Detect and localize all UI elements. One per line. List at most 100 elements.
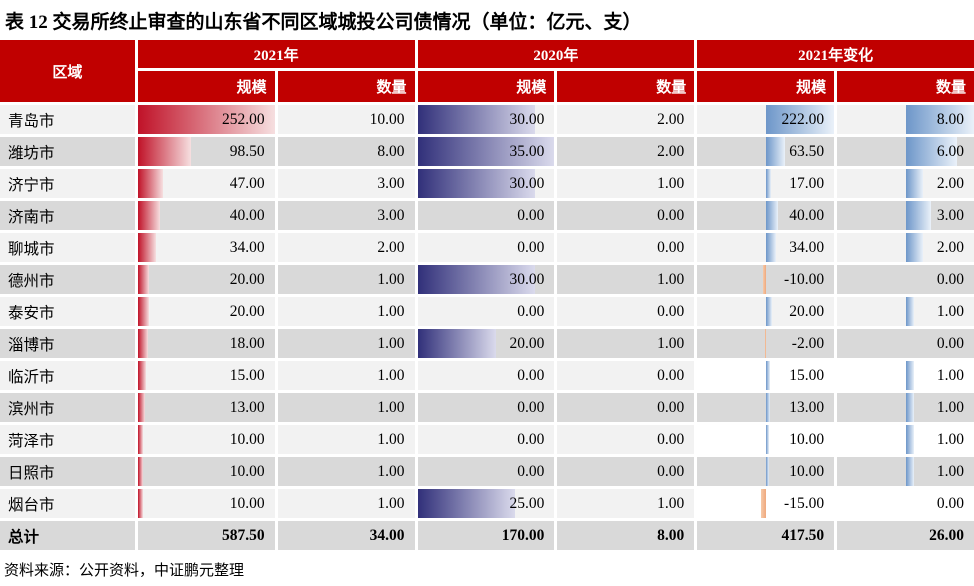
cell-2020-count: 0.00 [557, 297, 695, 326]
cell-2020-scale: 30.00 [417, 265, 555, 294]
cell-change-count: 0.00 [837, 489, 974, 518]
cell-change-count: 6.00 [837, 137, 974, 166]
cell-region: 泰安市 [0, 297, 135, 326]
cell-region: 济南市 [0, 201, 135, 230]
cell-change-scale: -15.00 [697, 489, 835, 518]
change-scale-bar [762, 265, 766, 294]
cell-2021-scale: 40.00 [137, 201, 275, 230]
cell-2020-scale: 0.00 [417, 361, 555, 390]
col-header-change-count: 数量 [837, 71, 974, 102]
cell-2020-scale: 0.00 [417, 393, 555, 422]
cell-change-scale: 10.00 [697, 425, 835, 454]
scale-2021-bar [137, 265, 149, 294]
table-row: 日照市 10.00 1.00 0.00 0.00 10.00 1.00 [0, 457, 974, 486]
cell-2020-count: 1.00 [557, 329, 695, 358]
table-title: 表 12 交易所终止审查的山东省不同区域城投公司债情况（单位：亿元、支） [5, 12, 642, 33]
table-row: 聊城市 34.00 2.00 0.00 0.00 34.00 2.00 [0, 233, 974, 262]
cell-change-count: 3.00 [837, 201, 974, 230]
change-scale-bar [765, 361, 771, 390]
change-scale-bar [765, 105, 835, 134]
scale-2021-bar [137, 329, 148, 358]
cell-region: 烟台市 [0, 489, 135, 518]
cell-2020-scale: 0.00 [417, 233, 555, 262]
cell-2021-count: 10.00 [277, 105, 415, 134]
scale-2021-bar [137, 105, 275, 134]
cell-total-change-count: 26.00 [837, 521, 974, 550]
scale-2021-bar [137, 137, 192, 166]
cell-change-scale: 40.00 [697, 201, 835, 230]
change-count-bar [905, 105, 974, 134]
col-header-2021-count: 数量 [277, 71, 415, 102]
cell-total-label: 总计 [0, 521, 135, 550]
cell-change-count: 2.00 [837, 233, 974, 262]
cell-change-scale: -2.00 [697, 329, 835, 358]
change-count-bar [905, 137, 957, 166]
col-group-2021-change: 2021年变化 [697, 40, 974, 68]
cell-2021-count: 1.00 [277, 489, 415, 518]
table-header: 区域 2021年 2020年 2021年变化 规模 数量 规模 数量 规模 数量 [0, 40, 974, 102]
change-count-bar [905, 201, 932, 230]
cell-change-scale: 15.00 [697, 361, 835, 390]
change-count-bar [905, 425, 915, 454]
scale-2021-bar [137, 201, 160, 230]
table-row: 济宁市 47.00 3.00 30.00 1.00 17.00 2.00 [0, 169, 974, 198]
cell-2020-scale: 35.00 [417, 137, 555, 166]
cell-2021-scale: 10.00 [137, 457, 275, 486]
table-row: 青岛市 252.00 10.00 30.00 2.00 222.00 8.00 [0, 105, 974, 134]
cell-change-scale: -10.00 [697, 265, 835, 294]
cell-change-count: 0.00 [837, 265, 974, 294]
scale-2020-bar [417, 329, 496, 358]
cell-2020-count: 0.00 [557, 425, 695, 454]
change-count-bar [905, 169, 923, 198]
cell-region: 菏泽市 [0, 425, 135, 454]
header-group-row: 区域 2021年 2020年 2021年变化 [0, 40, 974, 102]
cell-2020-count: 1.00 [557, 265, 695, 294]
cell-region: 滨州市 [0, 393, 135, 422]
cell-2020-count: 1.00 [557, 489, 695, 518]
cell-2021-scale: 98.50 [137, 137, 275, 166]
table-body: 青岛市 252.00 10.00 30.00 2.00 222.00 8.00 潍坊市 98.5… [0, 105, 974, 550]
table-row: 烟台市 10.00 1.00 25.00 1.00 -15.00 0.00 [0, 489, 974, 518]
cell-change-scale: 10.00 [697, 457, 835, 486]
cell-2021-count: 1.00 [277, 393, 415, 422]
cell-2021-scale: 18.00 [137, 329, 275, 358]
cell-change-scale: 34.00 [697, 233, 835, 262]
cell-2020-scale: 30.00 [417, 169, 555, 198]
scale-2020-bar [417, 489, 516, 518]
cell-total-2020-count: 8.00 [557, 521, 695, 550]
cell-region: 德州市 [0, 265, 135, 294]
cell-2021-scale: 252.00 [137, 105, 275, 134]
cell-2020-scale: 0.00 [417, 297, 555, 326]
cell-change-count: 1.00 [837, 457, 974, 486]
scale-2021-bar [137, 393, 145, 422]
scale-2020-bar [417, 169, 535, 198]
change-scale-bar [765, 393, 770, 422]
cell-region: 临沂市 [0, 361, 135, 390]
col-group-2021: 2021年 [137, 40, 415, 68]
cell-change-scale: 20.00 [697, 297, 835, 326]
change-scale-bar [765, 169, 771, 198]
scale-2020-bar [417, 137, 555, 166]
col-header-2020-scale: 规模 [417, 71, 555, 102]
cell-change-count: 1.00 [837, 425, 974, 454]
table-row: 临沂市 15.00 1.00 0.00 0.00 15.00 1.00 [0, 361, 974, 390]
change-scale-bar [765, 297, 772, 326]
cell-2021-scale: 20.00 [137, 265, 275, 294]
scale-2021-bar [137, 361, 146, 390]
cell-2021-count: 1.00 [277, 361, 415, 390]
cell-2020-count: 0.00 [557, 393, 695, 422]
cell-change-scale: 13.00 [697, 393, 835, 422]
cell-2021-count: 1.00 [277, 329, 415, 358]
cell-2020-count: 0.00 [557, 233, 695, 262]
col-group-2020: 2020年 [417, 40, 695, 68]
cell-2021-count: 1.00 [277, 457, 415, 486]
change-scale-bar [765, 329, 766, 358]
cell-change-count: 1.00 [837, 393, 974, 422]
cell-total-change-scale: 417.50 [697, 521, 835, 550]
cell-change-scale: 17.00 [697, 169, 835, 198]
change-scale-bar [765, 425, 769, 454]
cell-2020-count: 2.00 [557, 137, 695, 166]
scale-2021-bar [137, 297, 149, 326]
table-row: 德州市 20.00 1.00 30.00 1.00 -10.00 0.00 [0, 265, 974, 294]
scale-2021-bar [137, 233, 157, 262]
